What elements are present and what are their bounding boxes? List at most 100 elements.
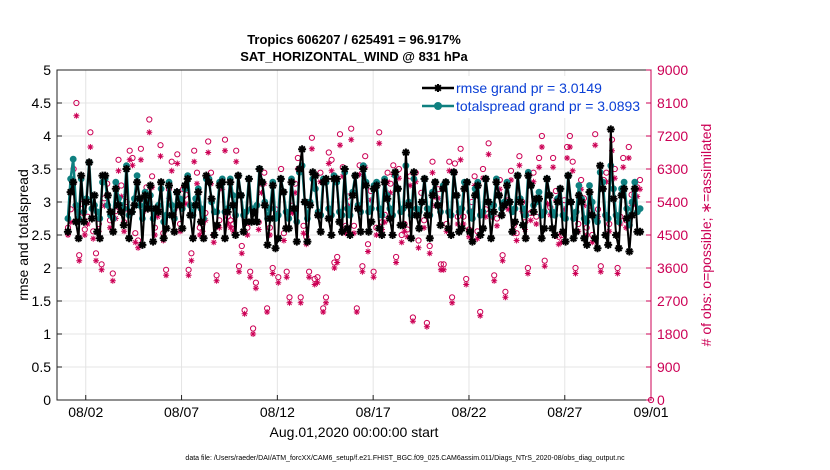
obs-assimilated-point [482,213,489,220]
obs-possible-point [502,288,509,295]
rmse-point [223,207,232,216]
rmse-point [612,231,621,239]
rmse-point [165,181,173,190]
rmse-point [625,247,634,256]
rmse-point [561,237,570,246]
rmse-point [157,178,166,187]
rmse-point [609,194,618,203]
obs-assimilated-point [569,167,576,174]
y2-tick-label: 0 [657,392,665,408]
obs-assimilated-point [151,232,158,238]
y-tick-label: 1 [43,326,51,342]
rmse-point [292,237,301,246]
y2-tick-label: 9000 [657,62,688,78]
rmse-point [566,198,575,206]
obs-possible-point [429,158,436,165]
y-tick-label: 0.5 [32,359,52,375]
obs-layer [64,99,655,404]
obs-assimilated-point [250,331,257,337]
rmse-point [95,234,104,243]
obs-assimilated-point [466,233,472,240]
obs-assimilated-point [373,232,380,238]
rmse-point [101,171,110,180]
rmse-point [279,188,288,197]
rmse-point [582,240,591,249]
obs-possible-point [297,294,304,301]
obs-assimilated-point [115,167,122,174]
rmse-point [197,217,205,226]
obs-possible-point [98,261,105,268]
obs-possible-point [317,169,324,176]
obs-assimilated-point [154,213,161,220]
obs-possible-point [566,132,574,140]
rmse-point [263,240,272,249]
obs-possible-point [87,129,94,136]
rmse-point [351,171,360,180]
obs-assimilated-point [109,277,116,284]
obs-assimilated-point [603,178,610,185]
obs-assimilated-point [522,226,528,233]
y2-axis-ticks: 0 900 1800 2700 3600 4500 5400 6300 7200 8100 9000 [646,62,688,408]
rmse-point [556,184,565,193]
obs-possible-point [191,147,198,154]
totalspread-point [535,188,543,196]
rmse-point [542,174,551,183]
obs-assimilated-point [337,142,343,149]
obs-assimilated-point [356,171,363,178]
rmse-point [119,221,128,230]
obs-assimilated-point [334,259,341,266]
obs-assimilated-point [247,274,254,281]
obs-assimilated-point [328,167,335,174]
obs-assimilated-point [426,250,433,257]
rmse-point [423,211,432,220]
rmse-point [630,184,639,193]
rmse-point [319,178,328,187]
obs-assimilated-point [93,257,99,264]
obs-possible-point [507,167,515,174]
obs-possible-point [252,279,259,286]
rmse-point [372,181,381,190]
obs-assimilated-point [188,257,195,264]
obs-possible-point [207,169,215,176]
rmse-point [356,227,365,236]
obs-assimilated-point [449,299,456,306]
rmse-point [367,217,376,226]
obs-assimilated-point [233,158,240,165]
rmse-point [220,234,229,243]
obs-possible-point [334,253,341,261]
rmse-point [471,191,480,200]
rmse-point [497,211,506,220]
totalspread-point [636,205,644,213]
obs-assimilated-point [289,210,296,216]
obs-possible-point [250,325,257,332]
obs-assimilated-point [485,151,492,158]
obs-assimilated-point [395,175,402,182]
obs-assimilated-point [107,224,113,231]
rmse-point [82,198,91,206]
rmse-point [433,201,442,210]
rmse-point [250,207,259,216]
rmse-point [181,181,189,190]
rmse-point [444,224,453,233]
rmse-point [93,227,102,236]
y2-tick-label: 6300 [657,161,688,177]
obs-assimilated-point [555,241,562,248]
obs-assimilated-point [320,309,327,315]
obs-assimilated-point [306,274,313,281]
obs-assimilated-point [637,186,643,193]
rmse-point [439,184,448,193]
rmse-point [516,198,525,206]
rmse-point [489,207,498,216]
rmse-point [409,168,418,177]
obs-assimilated-point [376,140,383,147]
rmse-point [236,191,245,200]
footer-file-path: data file: /Users/raeder/DAI/ATM_forcXX/… [185,455,625,462]
obs-possible-point [426,242,433,250]
obs-possible-point [81,226,88,233]
obs-assimilated-point [544,200,551,207]
y-tick-label: 4.5 [32,95,52,111]
rmse-point [300,198,309,206]
rmse-point [473,181,482,190]
rmse-point [492,178,501,187]
obs-possible-point [247,268,254,275]
